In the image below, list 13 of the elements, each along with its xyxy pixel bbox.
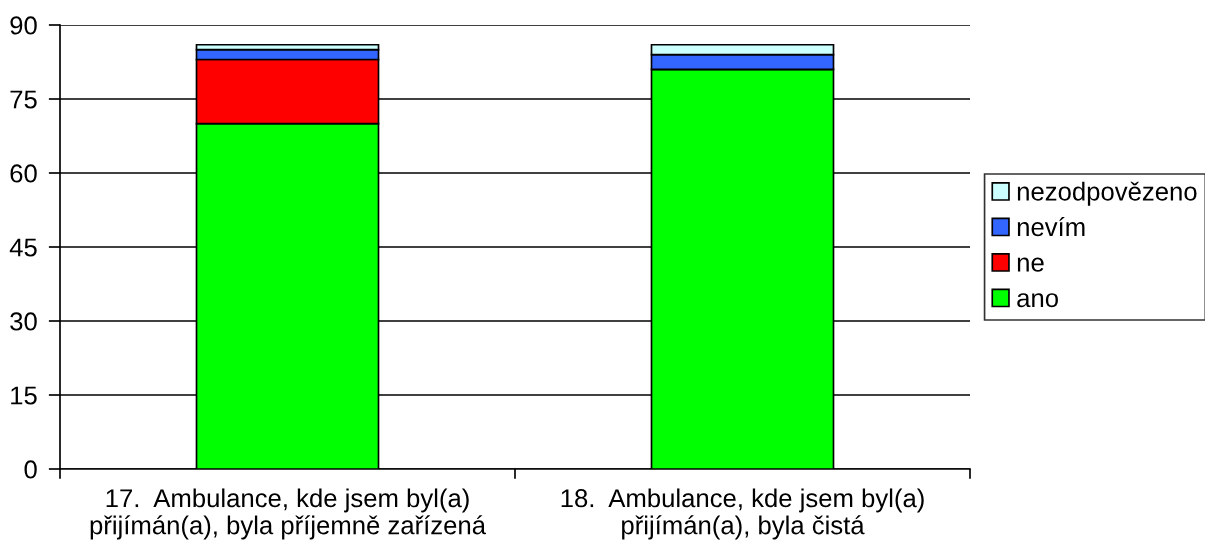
legend-label: ano <box>1017 293 1058 308</box>
y-tick-label: 45 <box>9 238 37 257</box>
y-tick-label: 15 <box>11 386 37 405</box>
y-tick-label: 75 <box>10 90 37 109</box>
y-tick-label: 90 <box>10 16 37 35</box>
legend-label: nevím <box>1017 217 1085 237</box>
y-tick-label: 0 <box>24 460 37 479</box>
legend-label: ne <box>1017 257 1044 272</box>
x-tick-label: 18. Ambulance, kde jsem byl(a) přijímán(a), byla čistá <box>561 488 924 540</box>
x-tick-label: 17. Ambulance, kde jsem byl(a) přijímán(a), byla příjemně zařízená <box>90 488 487 540</box>
y-tick-label: 60 <box>10 164 37 183</box>
y-tick-label: 30 <box>10 312 37 331</box>
legend-label: nezodpovězeno <box>1017 181 1197 206</box>
